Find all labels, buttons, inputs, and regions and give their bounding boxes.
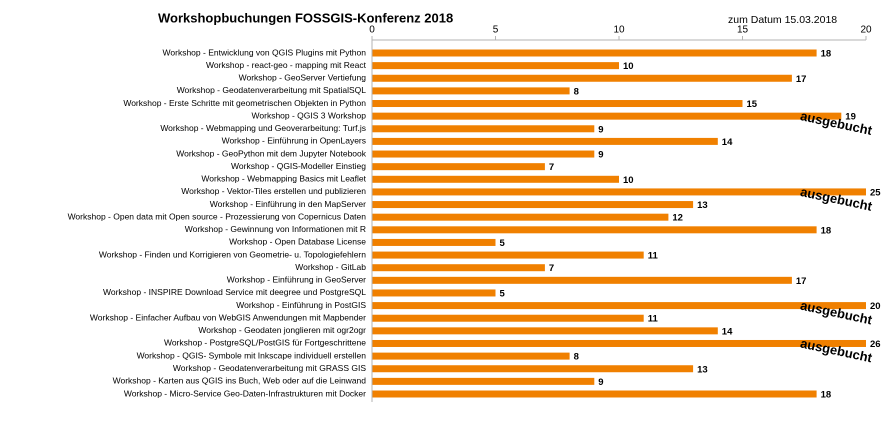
- y-tick-label: Workshop - Einführung in OpenLayers: [222, 136, 366, 146]
- bar: [372, 365, 694, 373]
- y-tick-label: Workshop - Micro-Service Geo-Daten-Infra…: [124, 388, 366, 398]
- chart-subtitle: zum Datum 15.03.2018: [728, 14, 837, 26]
- data-label: 14: [722, 137, 733, 148]
- data-label: 5: [500, 288, 506, 299]
- y-tick-label: Workshop - Einführung in GeoServer: [227, 275, 366, 285]
- y-tick-label: Workshop - QGIS- Symbole mit Inkscape in…: [137, 350, 367, 360]
- data-label: 15: [747, 99, 758, 110]
- bar: [372, 163, 545, 171]
- data-label: 13: [697, 364, 708, 375]
- y-tick-label: Workshop - Vektor-Tiles erstellen und pu…: [181, 186, 366, 196]
- y-tick-label: Workshop - PostgreSQL/PostGIS für Fortge…: [164, 338, 366, 348]
- bar: [372, 339, 866, 347]
- data-label: 5: [500, 238, 506, 249]
- data-label: 19: [845, 112, 856, 123]
- bar: [372, 188, 866, 196]
- y-tick-label: Workshop - Erste Schritte mit geometrisc…: [123, 98, 366, 108]
- bar: [372, 175, 619, 183]
- data-label: 26: [870, 339, 881, 350]
- bar: [372, 201, 694, 209]
- bar: [372, 276, 792, 284]
- data-label: 10: [623, 175, 634, 186]
- data-label: 13: [697, 200, 708, 211]
- x-tick-label: 10: [613, 25, 625, 36]
- plot-area: [372, 49, 866, 398]
- data-label: 11: [648, 251, 659, 262]
- bar: [372, 137, 718, 145]
- y-tick-label: Workshop - Entwicklung von QGIS Plugins …: [163, 47, 367, 57]
- y-tick-label: Workshop - Einführung in PostGIS: [236, 300, 366, 310]
- y-tick-label: Workshop - QGIS 3 Workshop: [252, 110, 367, 120]
- bar: [372, 150, 595, 158]
- bar: [372, 238, 496, 246]
- y-tick-label: Workshop - Webmapping Basics mit Leaflet: [201, 174, 366, 184]
- bar: [372, 125, 595, 133]
- bar: [372, 302, 866, 310]
- data-label: 8: [574, 352, 579, 363]
- data-label: 18: [821, 49, 832, 60]
- data-label: 18: [821, 225, 832, 236]
- data-label: 25: [870, 187, 881, 198]
- x-tick-label: 15: [737, 25, 749, 36]
- bar: [372, 251, 644, 259]
- y-tick-label: Workshop - GeoServer Vertiefung: [239, 73, 367, 83]
- y-tick-label: Workshop - Einfacher Aufbau von WebGIS A…: [90, 312, 366, 322]
- bar: [372, 62, 619, 70]
- data-label: 18: [821, 390, 832, 401]
- bar: [372, 314, 644, 322]
- data-label: 7: [549, 263, 554, 274]
- x-tick-label: 0: [369, 25, 375, 36]
- bar: [372, 390, 817, 398]
- y-tick-label: Workshop - Finden und Korrigieren von Ge…: [99, 249, 366, 259]
- data-label: 9: [598, 124, 603, 135]
- data-label: 17: [796, 74, 807, 85]
- bar: [372, 226, 817, 234]
- data-label: 9: [598, 150, 603, 161]
- y-tick-label: Workshop - INSPIRE Download Service mit …: [103, 287, 366, 297]
- y-tick-label: Workshop - Karten aus QGIS ins Buch, Web…: [113, 376, 367, 386]
- data-label: 9: [598, 377, 603, 388]
- y-tick-label: Workshop - Einführung in den MapServer: [210, 199, 366, 209]
- x-tick-label: 20: [860, 25, 872, 36]
- bar: [372, 327, 718, 335]
- bar: [372, 377, 595, 385]
- bar: [372, 74, 792, 82]
- y-tick-label: Workshop - Geodatenverarbeitung mit Spat…: [177, 85, 367, 95]
- data-label: 17: [796, 276, 807, 287]
- bar: [372, 264, 545, 272]
- bar: [372, 100, 743, 108]
- bar: [372, 49, 817, 57]
- y-tick-label: Workshop - react-geo - mapping mit React: [206, 60, 367, 70]
- y-tick-label: Workshop - QGIS-Modeller Einstieg: [231, 161, 366, 171]
- data-label: 11: [648, 314, 659, 325]
- y-tick-label: Workshop - GitLab: [295, 262, 366, 272]
- data-label: 14: [722, 326, 733, 337]
- y-tick-label: Workshop - Open data mit Open source - P…: [68, 211, 367, 221]
- data-label: 12: [672, 213, 683, 224]
- y-tick-label: Workshop - Geodaten jonglieren mit ogr2o…: [198, 325, 366, 335]
- y-tick-label: Workshop - Webmapping und Geoverarbeitun…: [160, 123, 366, 133]
- bar: [372, 213, 669, 221]
- y-tick-label: Workshop - Open Database License: [229, 237, 366, 247]
- bar: [372, 289, 496, 297]
- chart-title: Workshopbuchungen FOSSGIS-Konferenz 2018: [158, 10, 453, 25]
- bar: [372, 112, 842, 120]
- x-tick-label: 5: [493, 25, 499, 36]
- y-tick-label: Workshop - Gewinnung von Informationen m…: [185, 224, 366, 234]
- y-tick-label: Workshop - GeoPython mit dem Jupyter Not…: [176, 148, 367, 158]
- data-label: 20: [870, 301, 881, 312]
- y-tick-label: Workshop - Geodatenverarbeitung mit GRAS…: [173, 363, 366, 373]
- data-label: 10: [623, 61, 634, 72]
- bar: [372, 87, 570, 95]
- bar: [372, 352, 570, 360]
- data-label: 8: [574, 86, 579, 97]
- data-label: 7: [549, 162, 554, 173]
